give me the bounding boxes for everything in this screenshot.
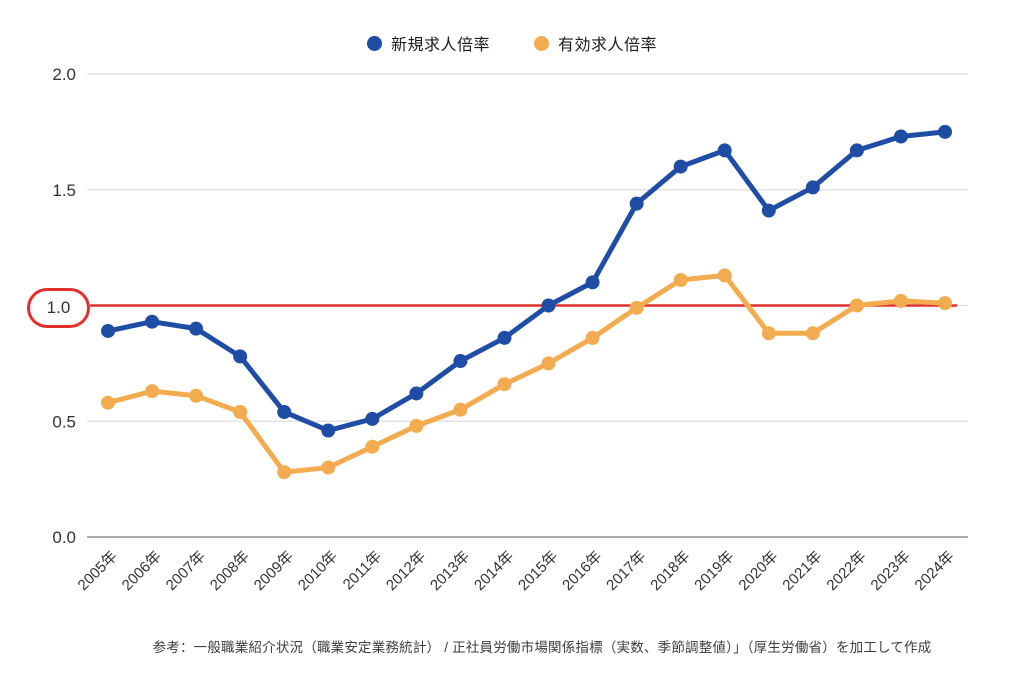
data-point (673, 159, 688, 174)
x-tick-label: 2009年 (251, 548, 297, 594)
data-point (145, 314, 160, 329)
y-tick-label: 1.5 (52, 181, 76, 200)
data-point (761, 326, 776, 341)
data-point (938, 296, 952, 311)
data-point (233, 349, 248, 364)
data-point (585, 330, 600, 345)
y-tick-label: 0.0 (52, 528, 76, 547)
x-tick-label: 2019年 (691, 548, 737, 594)
data-point (893, 293, 908, 308)
data-point (717, 268, 732, 283)
x-tick-label: 2017年 (603, 548, 649, 594)
data-point (849, 143, 864, 158)
data-point (629, 300, 644, 315)
source-footnote: 参考：一般職業紹介状況（職業安定業務統計） / 正社員労働市場関係指標（実数、季… (152, 640, 932, 655)
legend-marker-new-openings-icon (366, 35, 382, 51)
x-tick-label: 2011年 (340, 548, 385, 593)
data-point (189, 321, 204, 336)
data-point (453, 354, 468, 369)
data-point (145, 384, 160, 399)
x-tick-label: 2010年 (295, 548, 341, 594)
data-point (365, 411, 380, 426)
data-point (938, 124, 952, 139)
data-point (805, 180, 820, 195)
data-point (101, 395, 115, 410)
data-point (409, 418, 424, 433)
x-tick-label: 2006年 (119, 548, 165, 594)
data-point (233, 404, 248, 419)
data-point (629, 196, 644, 211)
data-point (761, 203, 776, 218)
chart-legend: 新規求人倍率 有効求人倍率 (0, 31, 1024, 55)
data-point (717, 143, 732, 158)
series-line-1 (105, 272, 948, 475)
legend-label-active-openings: 有効求人倍率 (558, 37, 658, 54)
data-point (497, 330, 512, 345)
x-tick-label: 2020年 (735, 548, 781, 594)
data-point (585, 275, 600, 290)
x-tick-label: 2007年 (163, 548, 209, 594)
reference-line-label: 1.0 (27, 288, 90, 328)
data-point (673, 273, 688, 288)
y-tick-label: 2.0 (52, 65, 76, 84)
data-point (893, 129, 908, 144)
x-tick-label: 2023年 (868, 548, 914, 594)
data-point (409, 386, 424, 401)
x-tick-label: 2021年 (779, 548, 825, 594)
legend-item-new-openings: 新規求人倍率 (366, 31, 490, 55)
data-point (365, 439, 380, 454)
data-point (321, 423, 336, 438)
x-tick-label: 2005年 (75, 548, 121, 594)
x-tick-label: 2008年 (207, 548, 253, 594)
x-tick-label: 2012年 (383, 548, 429, 594)
y-tick-label: 0.5 (52, 412, 76, 431)
data-point (277, 465, 292, 480)
data-point (101, 323, 115, 338)
series-line-0 (105, 129, 948, 434)
data-point (453, 402, 468, 417)
x-tick-label: 2018年 (647, 548, 693, 594)
data-point (189, 388, 204, 403)
legend-marker-active-openings-icon (534, 35, 549, 51)
data-point (497, 377, 512, 392)
x-tick-label: 2016年 (559, 548, 605, 594)
data-point (321, 460, 336, 475)
data-point (277, 404, 292, 419)
data-point (849, 298, 864, 313)
x-tick-label: 2013年 (427, 548, 473, 594)
x-tick-label: 2015年 (515, 548, 561, 594)
data-point (541, 298, 556, 313)
data-point (541, 356, 556, 371)
x-tick-label: 2024年 (912, 548, 958, 594)
x-tick-label: 2014年 (471, 548, 517, 594)
legend-item-active-openings: 有効求人倍率 (534, 31, 657, 55)
x-tick-label: 2022年 (823, 548, 869, 594)
legend-label-new-openings: 新規求人倍率 (390, 37, 490, 54)
data-point (805, 326, 820, 341)
